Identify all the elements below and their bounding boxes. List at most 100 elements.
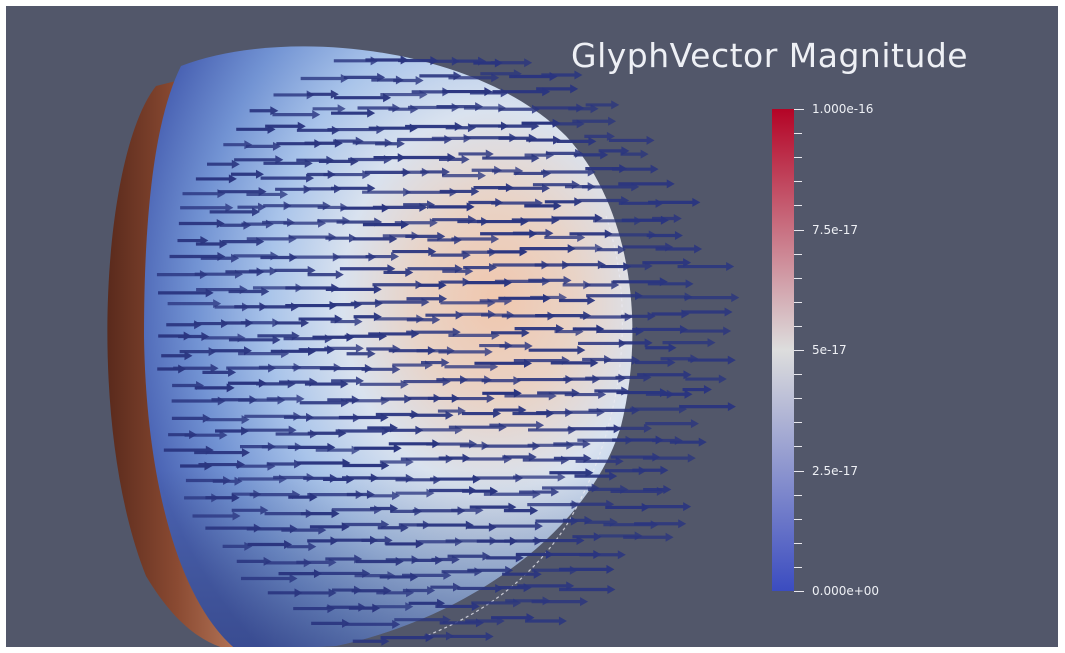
colorbar-minor-tick [794,133,802,134]
arrow-glyph [283,412,315,422]
arrow-glyph [275,318,310,328]
arrow-glyph [512,472,566,482]
colorbar-major-tick [794,591,804,592]
arrow-glyph [491,198,544,208]
arrow-glyph [645,419,699,429]
arrow-glyph [278,569,322,579]
arrow-glyph [427,393,460,403]
arrow-glyph [266,459,303,469]
arrow-glyph [426,439,478,449]
arrow-glyph [479,296,513,306]
arrow-glyph [492,87,551,97]
arrow-glyph [402,570,452,580]
arrow-glyph [494,276,551,286]
arrow-glyph [586,291,644,301]
arrow-glyph [499,341,533,351]
arrow-glyph [604,230,657,240]
arrow-glyph [239,442,276,452]
arrow-glyph [504,536,543,546]
arrow-glyph [307,490,364,500]
arrow-glyph [522,455,570,465]
colorbar-major-tick [794,230,804,231]
arrow-glyph [498,133,537,143]
render-viewport[interactable]: GlyphVector Magnitude 1.000e-16 7.5e-17 5e… [6,6,1058,647]
arrow-glyph [618,198,664,208]
arrow-glyph [285,283,340,293]
arrow-glyph [374,297,430,307]
arrow-glyph [325,284,382,294]
colorbar-minor-tick [794,302,802,303]
arrow-glyph [556,136,597,146]
arrow-glyph [287,542,317,552]
arrow-glyph [474,358,533,368]
colorbar-label: 2.5e-17 [812,464,859,478]
arrow-glyph [296,458,351,468]
arrow-glyph [578,196,630,206]
arrow-glyph [564,390,607,400]
arrow-glyph [273,90,315,100]
arrow-glyph [222,237,265,247]
arrow-glyph [214,302,250,312]
arrow-glyph [559,584,616,594]
arrow-glyph [304,379,349,389]
arrow-glyph [525,616,567,626]
arrow-glyph [588,405,640,415]
arrow-glyph [490,58,533,68]
arrow-glyph [440,277,471,287]
arrow-glyph [642,453,696,463]
arrow-glyph [509,72,558,82]
arrow-glyph [459,441,490,451]
arrow-glyph [437,406,466,416]
arrow-glyph [335,426,390,436]
arrow-glyph [372,280,424,290]
colorbar-minor-tick [794,374,802,375]
arrow-glyph [236,124,276,134]
arrow-glyph [246,524,298,534]
arrow-glyph [535,311,592,321]
arrow-glyph [368,473,414,483]
colorbar-minor-tick [794,205,802,206]
arrow-glyph [527,500,580,510]
arrow-glyph [677,262,735,272]
arrow-glyph [405,187,458,197]
arrow-glyph [194,269,243,279]
arrow-glyph [394,615,451,625]
arrow-glyph [366,344,401,354]
arrow-glyph [532,536,585,546]
arrow-glyph [307,428,347,438]
arrow-glyph [605,423,652,433]
arrow-glyph [403,377,451,387]
arrow-glyph [180,461,213,471]
arrow-glyph [401,167,430,177]
arrow-glyph [612,164,659,174]
arrow-glyph [166,320,203,330]
arrow-glyph [573,150,609,160]
arrow-glyph [535,516,579,526]
arrow-glyph [405,122,463,132]
arrow-glyph [600,262,632,272]
arrow-glyph [494,405,527,415]
arrow-glyph [501,311,556,321]
colorbar-minor-tick [794,519,802,520]
arrow-glyph [226,363,277,373]
arrow-glyph [361,364,401,374]
arrow-glyph [610,452,661,462]
arrow-glyph [327,125,385,135]
arrow-glyph [445,123,476,133]
arrow-glyph [246,234,297,244]
arrow-glyph [457,583,504,593]
arrow-glyph [473,58,503,68]
arrow-glyph [679,402,736,412]
arrow-glyph [345,619,401,629]
colorbar-minor-tick [794,495,802,496]
arrow-glyph [603,355,640,365]
arrow-glyph [274,265,316,275]
arrow-glyph [471,598,522,608]
arrow-glyph [406,327,461,337]
arrow-glyph [417,425,463,435]
arrow-glyph [169,252,226,262]
colorbar-major-tick [794,109,804,110]
arrow-glyph [167,299,222,309]
arrow-glyph [336,217,383,227]
colorbar-minor-tick [794,398,802,399]
